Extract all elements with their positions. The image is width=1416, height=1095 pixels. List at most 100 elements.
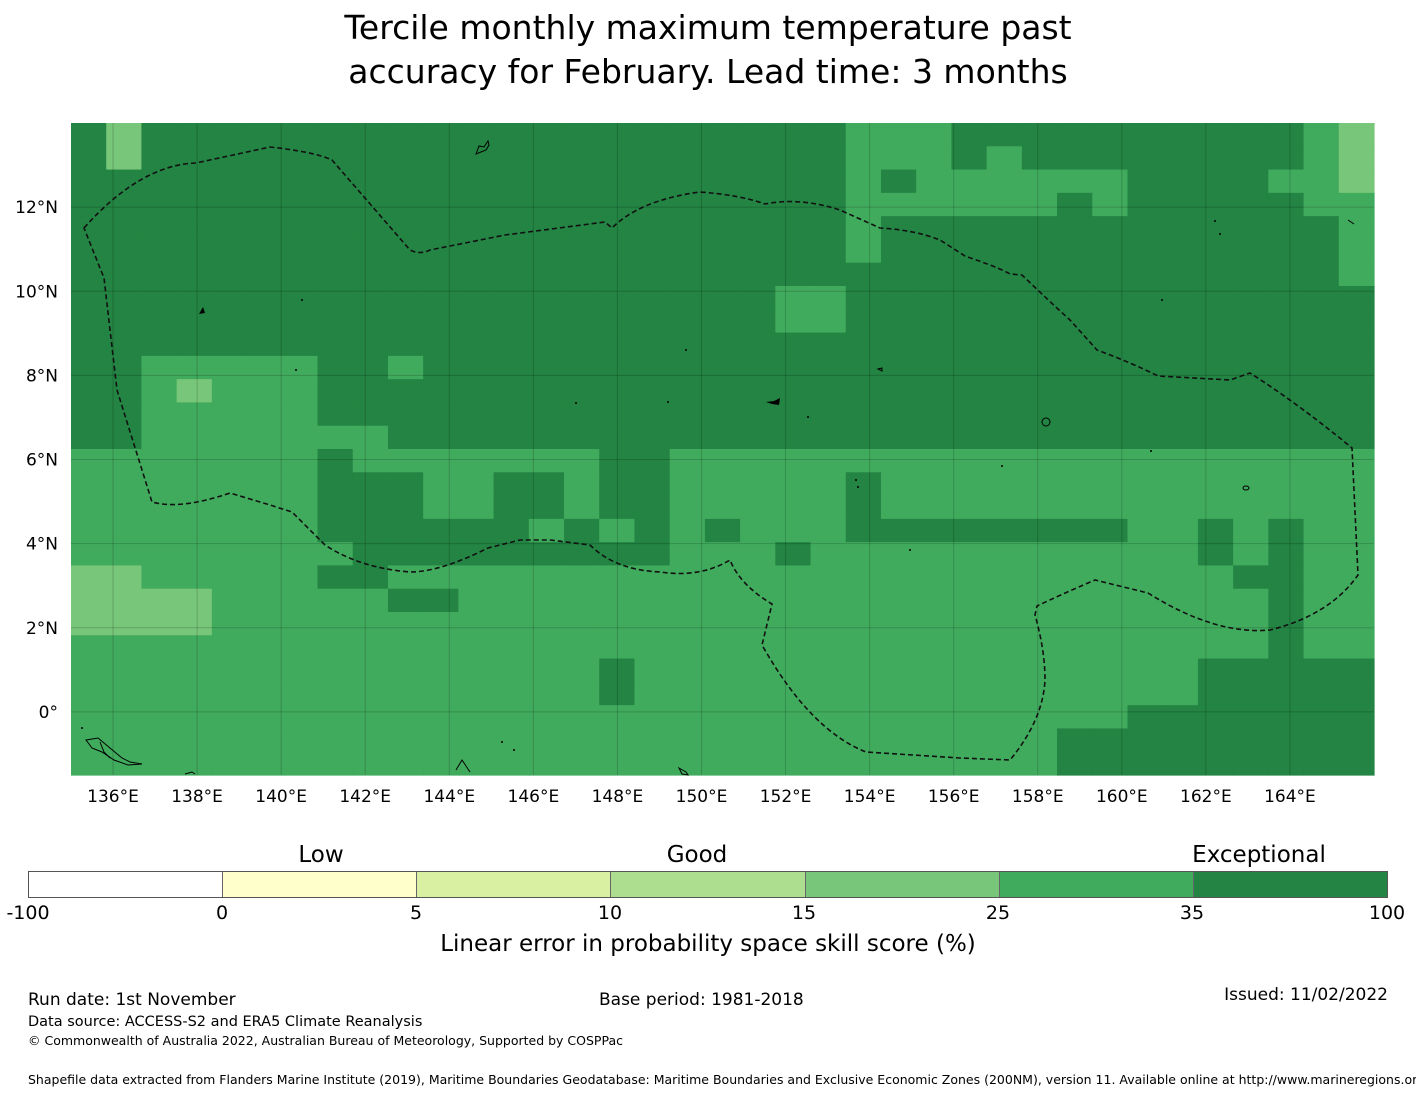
grid-cell — [282, 705, 319, 730]
grid-cell — [211, 309, 248, 334]
grid-cell — [599, 192, 636, 217]
grid-cell — [211, 542, 248, 567]
grid-cell — [1057, 425, 1093, 450]
grid-cell — [564, 565, 600, 590]
grid-cell — [1127, 123, 1164, 147]
grid-cell — [1057, 239, 1093, 264]
grid-cell — [880, 518, 917, 543]
grid-cell — [634, 612, 671, 636]
grid-cell — [1303, 309, 1340, 334]
grid-cell — [1021, 751, 1058, 776]
grid-cell — [1268, 309, 1305, 334]
grid-cell — [317, 449, 354, 473]
grid-cell — [634, 635, 671, 660]
grid-cell — [71, 705, 107, 730]
grid-cell — [1162, 379, 1199, 404]
grid-cell — [951, 449, 988, 473]
grid-cell — [704, 588, 741, 613]
grid-cell — [845, 402, 882, 427]
grid-cell — [810, 123, 847, 147]
grid-cell — [247, 705, 283, 730]
grid-cell — [599, 495, 636, 520]
grid-cell — [740, 216, 776, 241]
grid-cell — [775, 565, 812, 590]
grid-cell — [493, 472, 530, 497]
grid-cell — [282, 169, 319, 194]
grid-cell — [317, 751, 354, 776]
grid-cell — [458, 472, 495, 497]
grid-cell — [1303, 146, 1340, 171]
grid-cell — [810, 309, 847, 334]
grid-cell — [951, 169, 988, 194]
grid-cell — [1127, 192, 1164, 217]
grid-cell — [1057, 635, 1093, 660]
grid-cell — [1162, 169, 1199, 194]
grid-cell — [740, 612, 776, 636]
grid-cell — [423, 518, 459, 543]
grid-cell — [106, 565, 143, 590]
grid-cell — [634, 565, 671, 590]
grid-cell — [493, 192, 530, 217]
grid-cell — [176, 262, 213, 287]
grid-cell — [458, 565, 495, 590]
grid-cell — [564, 612, 600, 636]
grid-cell — [1268, 472, 1305, 497]
grid-cell — [1197, 239, 1234, 264]
grid-cell — [352, 286, 389, 310]
grid-cell — [1057, 286, 1093, 310]
grid-cell — [493, 309, 530, 334]
grid-cell — [845, 262, 882, 287]
grid-cell — [1127, 518, 1164, 543]
grid-cell — [564, 425, 600, 450]
grid-cell — [1057, 449, 1093, 473]
grid-cell — [669, 658, 706, 683]
grid-cell — [951, 612, 988, 636]
grid-cell — [669, 681, 706, 706]
grid-cell — [986, 658, 1023, 683]
grid-cell — [1233, 542, 1269, 567]
grid-cell — [1233, 425, 1269, 450]
grid-cell — [493, 681, 530, 706]
grid-cell — [880, 332, 917, 357]
grid-cell — [1268, 542, 1305, 567]
grid-cell — [916, 588, 953, 613]
colorbar-segment — [29, 872, 224, 897]
grid-cell — [1268, 355, 1305, 380]
grid-cell — [1268, 169, 1305, 194]
grid-cell — [1162, 402, 1199, 427]
grid-cell — [599, 449, 636, 473]
grid-cell — [1268, 262, 1305, 287]
grid-cell — [317, 402, 354, 427]
grid-cell — [1338, 495, 1375, 520]
grid-cell — [211, 658, 248, 683]
grid-cell — [599, 565, 636, 590]
grid-cell — [71, 449, 107, 473]
grid-cell — [775, 169, 812, 194]
grid-cell — [247, 146, 283, 171]
grid-cell — [1338, 332, 1375, 357]
grid-cell — [916, 286, 953, 310]
grid-cell — [71, 751, 107, 776]
grid-cell — [1021, 495, 1058, 520]
grid-cell — [176, 449, 213, 473]
grid-cell — [493, 751, 530, 776]
grid-cell — [282, 425, 319, 450]
grid-cell — [1057, 216, 1093, 241]
grid-cell — [1303, 518, 1340, 543]
grid-cell — [493, 705, 530, 730]
grid-cell — [106, 542, 143, 567]
grid-cell — [669, 146, 706, 171]
grid-cell — [916, 518, 953, 543]
grid-cell — [282, 681, 319, 706]
grid-cell — [1338, 192, 1375, 217]
grid-cell — [1021, 681, 1058, 706]
grid-cell — [845, 705, 882, 730]
grid-cell — [1303, 402, 1340, 427]
grid-cell — [634, 425, 671, 450]
grid-cell — [1197, 542, 1234, 567]
grid-cell — [1021, 588, 1058, 613]
grid-cell — [1092, 286, 1129, 310]
grid-cell — [211, 286, 248, 310]
grid-cell — [493, 216, 530, 241]
grid-cell — [106, 728, 143, 753]
